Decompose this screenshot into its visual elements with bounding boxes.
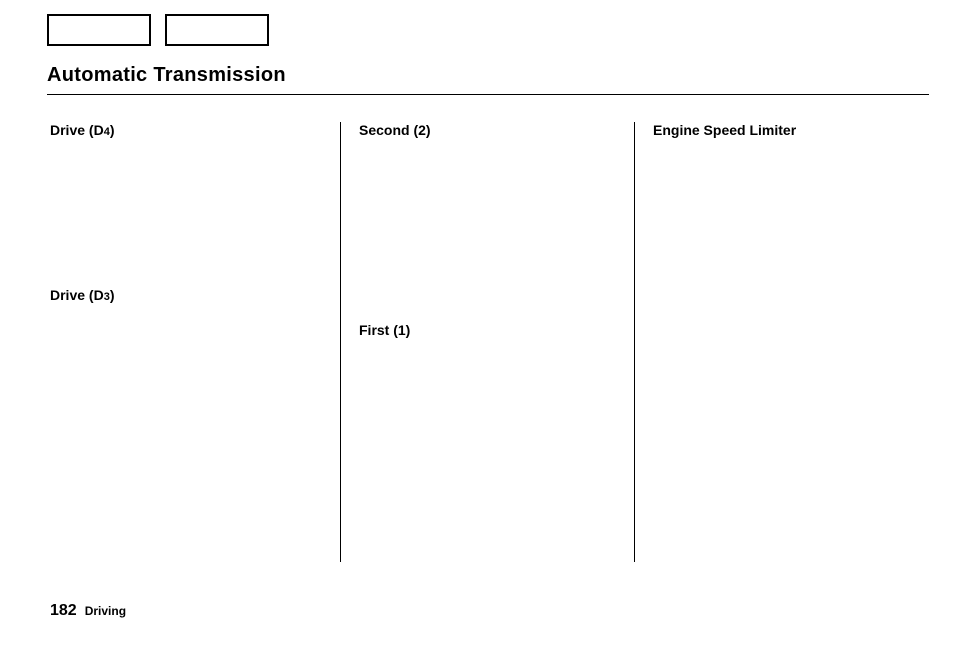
column-3: Engine Speed Limiter	[634, 122, 930, 562]
col2-heading: Second (2)	[359, 122, 616, 138]
page-footer: 182 Driving	[50, 602, 126, 620]
title-divider	[47, 94, 929, 95]
top-button-row	[47, 14, 269, 46]
page-title: Automatic Transmission	[47, 64, 286, 87]
page-number: 182	[50, 602, 77, 620]
column-2: Second (2) First (1)	[340, 122, 634, 562]
column-1: Drive (D4) Drive (D3)	[50, 122, 340, 562]
col1-subheading: Drive (D3)	[50, 287, 114, 303]
content-columns: Drive (D4) Drive (D3) Second (2) First (…	[50, 122, 930, 562]
col2-subheading: First (1)	[359, 322, 410, 338]
col1-sub-suffix: )	[110, 287, 115, 303]
section-name: Driving	[85, 604, 126, 618]
col3-heading: Engine Speed Limiter	[653, 122, 912, 138]
nav-box-1[interactable]	[47, 14, 151, 46]
col1-heading-suffix: )	[110, 122, 115, 138]
nav-box-2[interactable]	[165, 14, 269, 46]
col1-heading: Drive (D4)	[50, 122, 322, 138]
col1-heading-prefix: Drive (D	[50, 122, 104, 138]
col1-sub-prefix: Drive (D	[50, 287, 104, 303]
